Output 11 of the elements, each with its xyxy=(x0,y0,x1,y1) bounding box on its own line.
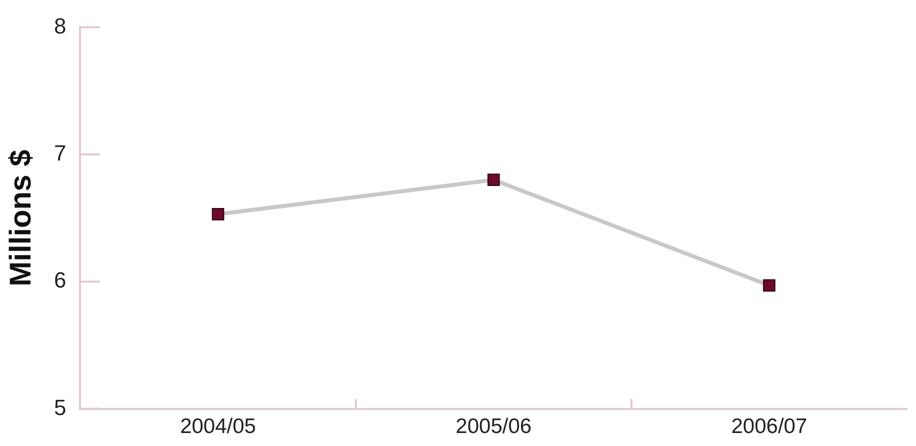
point xyxy=(763,279,776,292)
point xyxy=(487,174,500,186)
y-axis-title: Millions $ xyxy=(4,149,38,286)
y-tick-label: 6 xyxy=(54,268,66,293)
x-tick-label: 2004/05 xyxy=(180,415,256,438)
y-tick-label: 5 xyxy=(54,394,66,420)
y-tick-label: 7 xyxy=(54,140,66,166)
y-tick-label: 8 xyxy=(54,13,66,38)
x-tick-label: 2006/07 xyxy=(731,415,808,438)
x-tick-label: 2005/06 xyxy=(456,415,532,438)
point xyxy=(212,208,224,220)
